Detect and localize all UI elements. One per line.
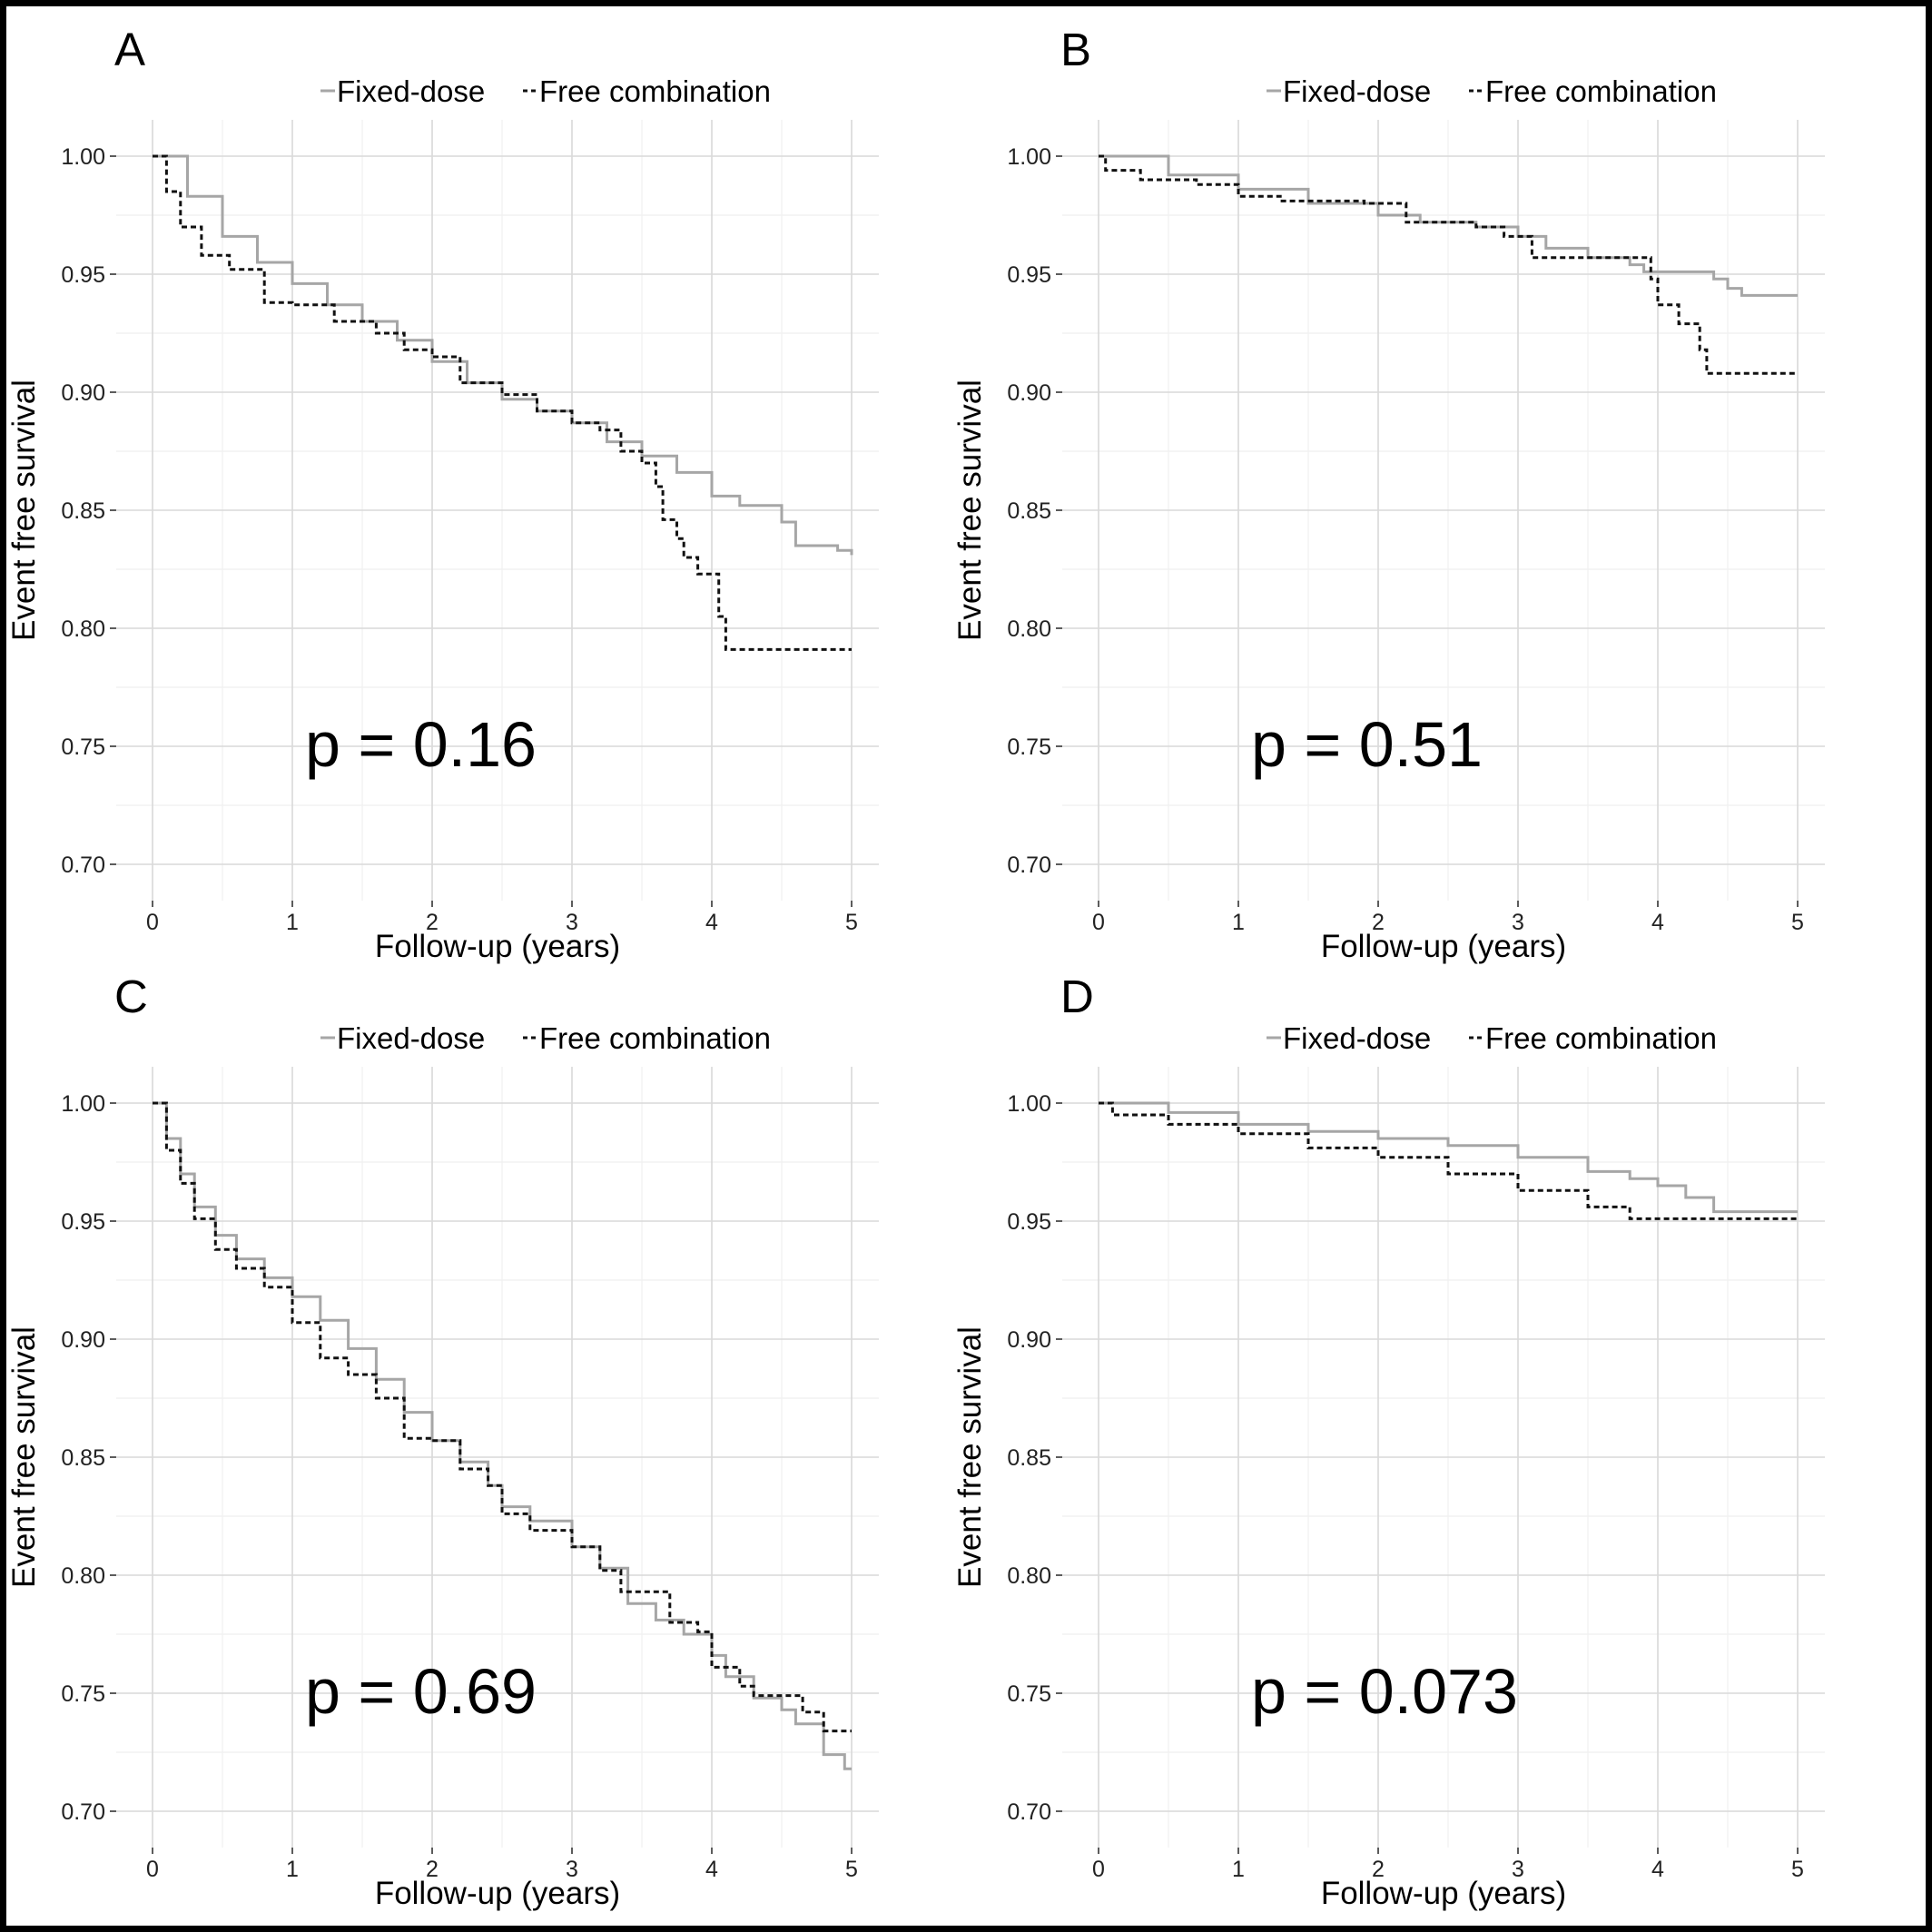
legend-label-free-combination: Free combination — [539, 1021, 771, 1055]
legend-label-free-combination: Free combination — [539, 74, 771, 108]
y-tick-label: 0.70 — [61, 853, 105, 878]
y-tick-label: 0.80 — [61, 1563, 105, 1589]
panel-c: 0 1 2 3 4 5 0.70 0.75 0.80 0.85 0.90 0.95 1.00 C Fixed… — [6, 971, 879, 1911]
panel-letter: B — [1060, 24, 1091, 75]
y-tick-label: 0.95 — [1007, 262, 1051, 288]
y-tick-label: 0.90 — [1007, 380, 1051, 406]
legend-label-fixed-dose: Fixed-dose — [1283, 74, 1431, 108]
y-tick-label: 0.80 — [61, 616, 105, 642]
y-tick-label: 1.00 — [61, 1091, 105, 1117]
y-axis-title: Event free survival — [6, 1326, 42, 1588]
panel-letter: C — [114, 971, 148, 1022]
panels-container: 0 1 2 3 4 5 0.70 0.75 0.80 0.85 0.90 0.95 1.00 A Fixed… — [6, 24, 1825, 1911]
y-tick-label: 0.85 — [1007, 1445, 1051, 1471]
y-tick-label: 0.75 — [61, 1681, 105, 1707]
x-axis-title: Follow-up (years) — [375, 1876, 620, 1911]
y-tick-label: 0.85 — [61, 498, 105, 524]
x-tick-label: 2 — [426, 1857, 439, 1882]
y-tick-label: 0.95 — [1007, 1209, 1051, 1235]
legend-label-free-combination: Free combination — [1485, 1021, 1717, 1055]
legend-label-fixed-dose: Fixed-dose — [1283, 1021, 1431, 1055]
y-tick-label: 0.95 — [61, 1209, 105, 1235]
x-tick-label: 1 — [1232, 1857, 1245, 1882]
y-tick-label: 0.75 — [61, 734, 105, 760]
y-tick-label: 0.90 — [61, 380, 105, 406]
free-combination-survival-line — [1099, 1101, 1798, 1220]
fixed-dose-survival-line — [1099, 1101, 1798, 1214]
x-tick-label: 5 — [845, 1857, 858, 1882]
free-combination-survival-line — [1099, 154, 1798, 375]
x-tick-label: 1 — [1232, 910, 1245, 935]
x-tick-label: 1 — [286, 910, 299, 935]
y-tick-label: 1.00 — [1007, 1091, 1051, 1117]
y-tick-label: 1.00 — [1007, 144, 1051, 170]
x-tick-label: 2 — [426, 910, 439, 935]
legend-label-fixed-dose: Fixed-dose — [337, 74, 485, 108]
x-tick-label: 5 — [1791, 1857, 1804, 1882]
p-value-annotation: p = 0.69 — [305, 1656, 537, 1727]
p-value-annotation: p = 0.16 — [305, 709, 537, 780]
y-axis-title: Event free survival — [6, 380, 42, 641]
y-tick-label: 1.00 — [61, 144, 105, 170]
y-tick-label: 0.80 — [1007, 616, 1051, 642]
y-tick-label: 0.80 — [1007, 1563, 1051, 1589]
free-combination-survival-line — [153, 154, 852, 651]
y-tick-label: 0.85 — [1007, 498, 1051, 524]
x-tick-label: 4 — [705, 910, 718, 935]
x-tick-label: 0 — [1092, 1857, 1105, 1882]
panel-a: 0 1 2 3 4 5 0.70 0.75 0.80 0.85 0.90 0.95 1.00 A Fixed… — [6, 24, 879, 964]
x-tick-label: 2 — [1372, 1857, 1385, 1882]
p-value-annotation: p = 0.51 — [1251, 709, 1483, 780]
y-tick-label: 0.70 — [1007, 1799, 1051, 1825]
legend-label-free-combination: Free combination — [1485, 74, 1717, 108]
x-tick-label: 3 — [566, 910, 578, 935]
x-tick-label: 0 — [146, 1857, 159, 1882]
x-tick-label: 0 — [146, 910, 159, 935]
y-tick-label: 0.85 — [61, 1445, 105, 1471]
y-tick-label: 0.95 — [61, 262, 105, 288]
y-axis-title: Event free survival — [952, 1326, 988, 1588]
p-value-annotation: p = 0.073 — [1251, 1656, 1518, 1727]
panel-b: 0 1 2 3 4 5 0.70 0.75 0.80 0.85 0.90 0.95 1.00 B Fixed… — [952, 24, 1825, 964]
x-tick-label: 2 — [1372, 910, 1385, 935]
x-tick-label: 4 — [705, 1857, 718, 1882]
x-tick-label: 4 — [1651, 1857, 1664, 1882]
y-tick-label: 0.75 — [1007, 1681, 1051, 1707]
x-tick-label: 4 — [1651, 910, 1664, 935]
x-tick-label: 3 — [566, 1857, 578, 1882]
legend-label-fixed-dose: Fixed-dose — [337, 1021, 485, 1055]
x-tick-label: 0 — [1092, 910, 1105, 935]
x-axis-title: Follow-up (years) — [375, 929, 620, 964]
y-tick-label: 0.90 — [1007, 1327, 1051, 1353]
x-tick-label: 3 — [1512, 910, 1524, 935]
y-tick-label: 0.70 — [1007, 853, 1051, 878]
panel-d: 0 1 2 3 4 5 0.70 0.75 0.80 0.85 0.90 0.95 1.00 D Fixed… — [952, 971, 1825, 1911]
y-tick-label: 0.75 — [1007, 734, 1051, 760]
y-axis-title: Event free survival — [952, 380, 988, 641]
x-tick-label: 3 — [1512, 1857, 1524, 1882]
x-tick-label: 5 — [845, 910, 858, 935]
x-tick-label: 5 — [1791, 910, 1804, 935]
free-combination-survival-line — [153, 1101, 852, 1733]
x-tick-label: 1 — [286, 1857, 299, 1882]
y-tick-label: 0.70 — [61, 1799, 105, 1825]
y-tick-label: 0.90 — [61, 1327, 105, 1353]
panel-letter: D — [1060, 971, 1094, 1022]
panel-letter: A — [114, 24, 145, 75]
x-axis-title: Follow-up (years) — [1321, 1876, 1566, 1911]
x-axis-title: Follow-up (years) — [1321, 929, 1566, 964]
